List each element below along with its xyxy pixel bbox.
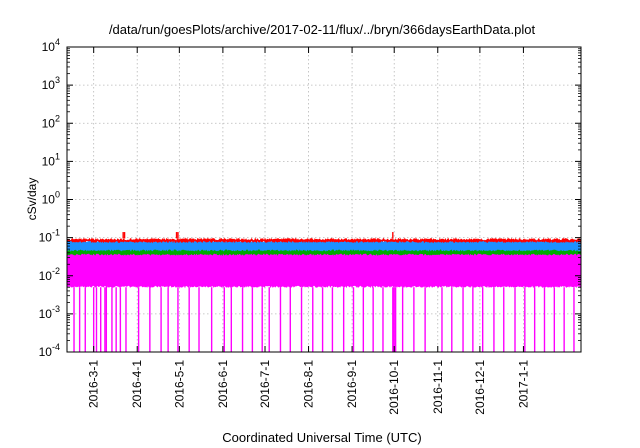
x-tick-label: 2016-11-1 [431,360,445,414]
x-tick-label: 2016-6-1 [216,360,230,408]
x-tick-label: 2016-7-1 [258,360,272,408]
x-tick-label: 2016-4-1 [130,360,144,408]
chart-title: /data/run/goesPlots/archive/2017-02-11/f… [109,22,536,37]
x-tick-label: 2016-5-1 [172,360,186,408]
x-tick-label: 2016-9-1 [345,360,359,408]
y-tick-label: 104 [42,37,60,54]
y-tick-label: 103 [42,75,60,92]
x-tick-label: 2016-12-1 [473,360,487,415]
x-tick-label: 2017-1-1 [516,360,530,408]
y-tick-label: 10-2 [39,266,60,283]
x-tick-label: 2016-10-1 [387,360,401,415]
y-tick-label: 100 [42,190,60,207]
y-tick-label: 10-4 [39,342,60,359]
plot-area [66,232,582,352]
y-tick-label: 10-3 [39,304,60,321]
y-axis-label: cSv/day [25,178,39,221]
y-tick-label: 102 [42,113,60,130]
axes: 10-4 10-3 10-2 10-1 100 101 102 103 104 2016-3-1 2… [39,37,582,415]
x-tick-label: 2016-8-1 [302,360,316,408]
series-band-1 [66,247,582,289]
y-tick-label: 101 [42,151,60,168]
x-axis-label: Coordinated Universal Time (UTC) [222,430,421,445]
y-tick-label: 10-1 [39,228,60,245]
x-tick-label: 2016-3-1 [87,360,101,408]
series-band-4 [66,237,582,244]
